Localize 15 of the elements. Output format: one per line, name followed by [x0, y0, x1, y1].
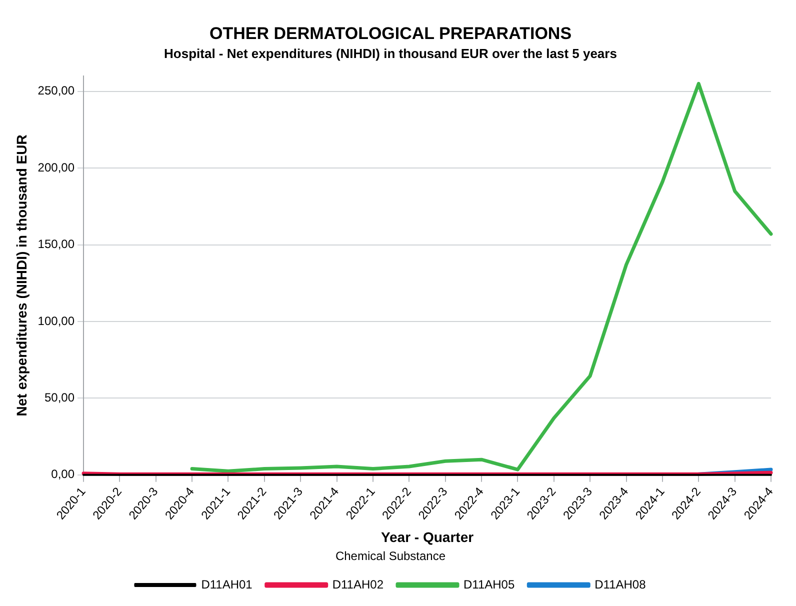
legend-label: D11AH02 — [332, 577, 384, 592]
y-tick-label: 150,00 — [38, 237, 75, 252]
chart-title: OTHER DERMATOLOGICAL PREPARATIONS — [209, 24, 572, 43]
legend-label: D11AH05 — [464, 577, 515, 592]
legend-label: D11AH08 — [594, 577, 646, 592]
y-tick-label: 250,00 — [38, 84, 75, 98]
y-tick-label: 100,00 — [38, 314, 75, 328]
legend-label: D11AH01 — [201, 577, 253, 592]
x-axis-title: Year - Quarter — [380, 529, 474, 546]
chart-subtitle: Hospital - Net expenditures (NIHDI) in thousand EUR over the last 5 years — [164, 46, 617, 61]
y-tick-label: 0,00 — [51, 467, 75, 482]
y-axis-title: Net expenditures (NIHDI) in thousand EUR — [13, 134, 30, 416]
legend-title: Chemical Substance — [335, 548, 446, 563]
y-tick-label: 200,00 — [38, 160, 75, 174]
y-tick-label: 50,00 — [44, 390, 75, 405]
